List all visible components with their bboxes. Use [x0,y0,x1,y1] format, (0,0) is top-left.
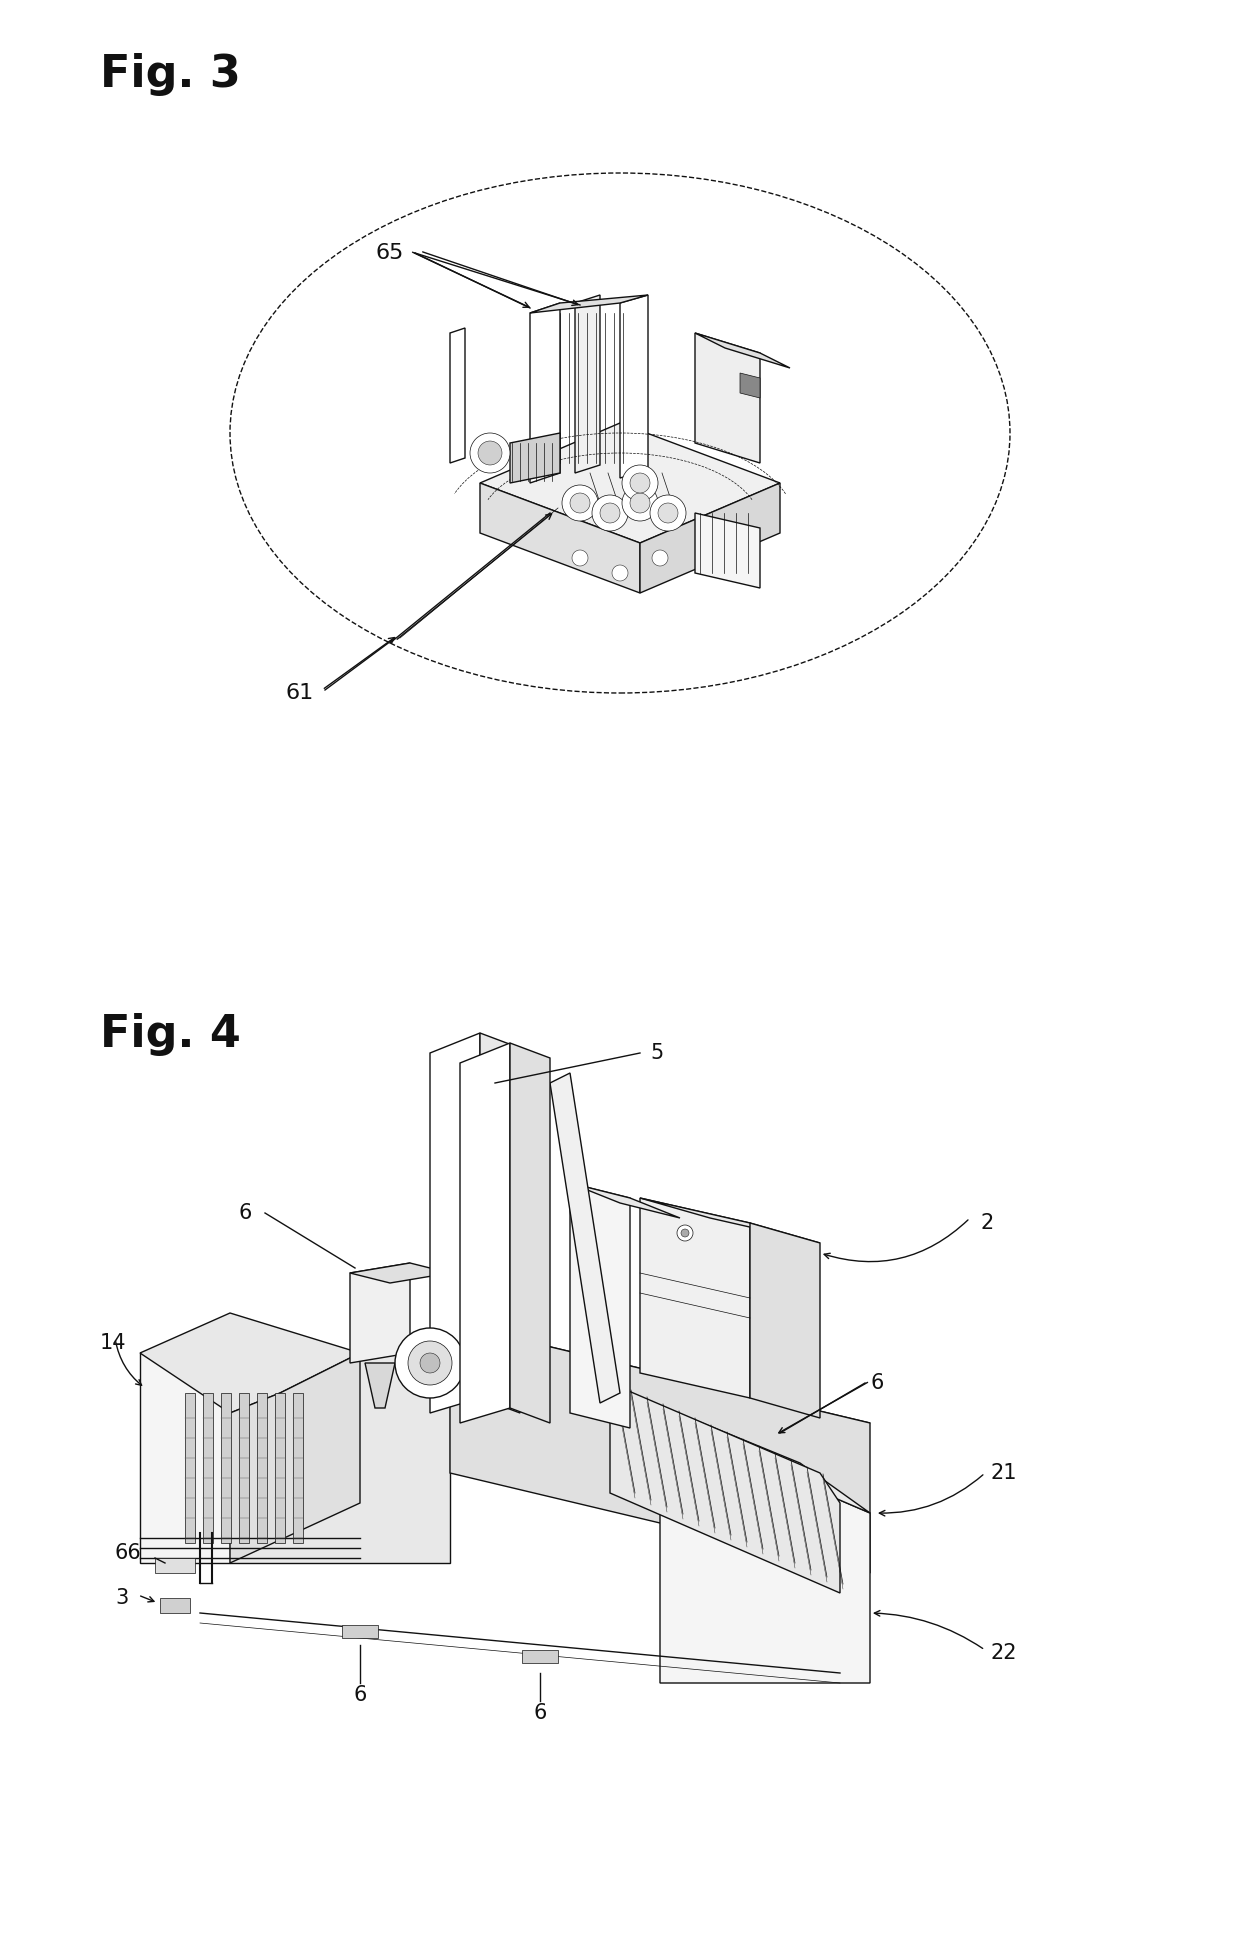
Text: 6: 6 [870,1373,883,1392]
Circle shape [681,1228,689,1236]
Polygon shape [610,1383,839,1594]
Text: 14: 14 [100,1334,126,1353]
Text: 6: 6 [238,1203,252,1223]
Polygon shape [570,1184,680,1219]
Polygon shape [640,1197,750,1398]
Polygon shape [350,1264,450,1283]
Circle shape [630,492,650,514]
Polygon shape [529,295,649,312]
Polygon shape [365,1363,396,1408]
Polygon shape [580,1373,870,1514]
Polygon shape [140,1312,360,1414]
Polygon shape [229,1322,870,1514]
Polygon shape [450,328,465,463]
Circle shape [420,1353,440,1373]
Polygon shape [350,1264,410,1363]
Circle shape [572,551,588,566]
Text: 6: 6 [353,1685,367,1705]
Polygon shape [694,514,760,588]
Circle shape [652,551,668,566]
Polygon shape [229,1353,360,1562]
Text: 3: 3 [115,1588,128,1607]
Text: 65: 65 [376,242,404,264]
Text: 22: 22 [990,1642,1017,1664]
Polygon shape [239,1392,249,1543]
Polygon shape [522,1650,558,1664]
Circle shape [408,1342,453,1385]
Text: 61: 61 [286,684,314,703]
Polygon shape [480,482,640,594]
Polygon shape [480,1033,520,1414]
Polygon shape [640,1197,820,1242]
Circle shape [591,494,627,531]
Polygon shape [660,1424,870,1683]
Polygon shape [203,1392,213,1543]
Text: 2: 2 [980,1213,993,1232]
Circle shape [658,504,678,523]
Circle shape [570,492,590,514]
Circle shape [396,1328,465,1398]
Text: 5: 5 [650,1043,663,1062]
Polygon shape [155,1558,195,1572]
Polygon shape [620,295,649,478]
Polygon shape [140,1353,229,1562]
Text: 21: 21 [990,1463,1017,1482]
Circle shape [562,484,598,521]
Polygon shape [229,1322,450,1562]
Polygon shape [694,334,760,463]
Circle shape [613,564,627,580]
Polygon shape [275,1392,285,1543]
Polygon shape [450,1322,870,1572]
Circle shape [622,484,658,521]
Polygon shape [510,1043,551,1424]
Circle shape [630,473,650,492]
Polygon shape [694,334,790,367]
Polygon shape [221,1392,231,1543]
Polygon shape [185,1392,195,1543]
Text: 66: 66 [115,1543,141,1562]
Polygon shape [460,1043,510,1424]
Polygon shape [480,424,780,543]
Polygon shape [575,295,600,473]
Polygon shape [342,1625,378,1639]
Polygon shape [529,303,560,482]
Text: Fig. 3: Fig. 3 [100,53,241,96]
Polygon shape [257,1392,267,1543]
Circle shape [622,465,658,502]
Polygon shape [640,482,780,594]
Polygon shape [570,1184,630,1428]
Circle shape [600,504,620,523]
Polygon shape [510,434,560,482]
Polygon shape [430,1033,480,1414]
Polygon shape [160,1598,190,1613]
Polygon shape [740,373,760,398]
Text: 6: 6 [533,1703,547,1723]
Text: Fig. 4: Fig. 4 [100,1014,241,1057]
Circle shape [650,494,686,531]
Circle shape [477,441,502,465]
Polygon shape [750,1223,820,1418]
Circle shape [470,434,510,473]
Polygon shape [293,1392,303,1543]
Polygon shape [551,1072,620,1402]
Circle shape [677,1225,693,1240]
